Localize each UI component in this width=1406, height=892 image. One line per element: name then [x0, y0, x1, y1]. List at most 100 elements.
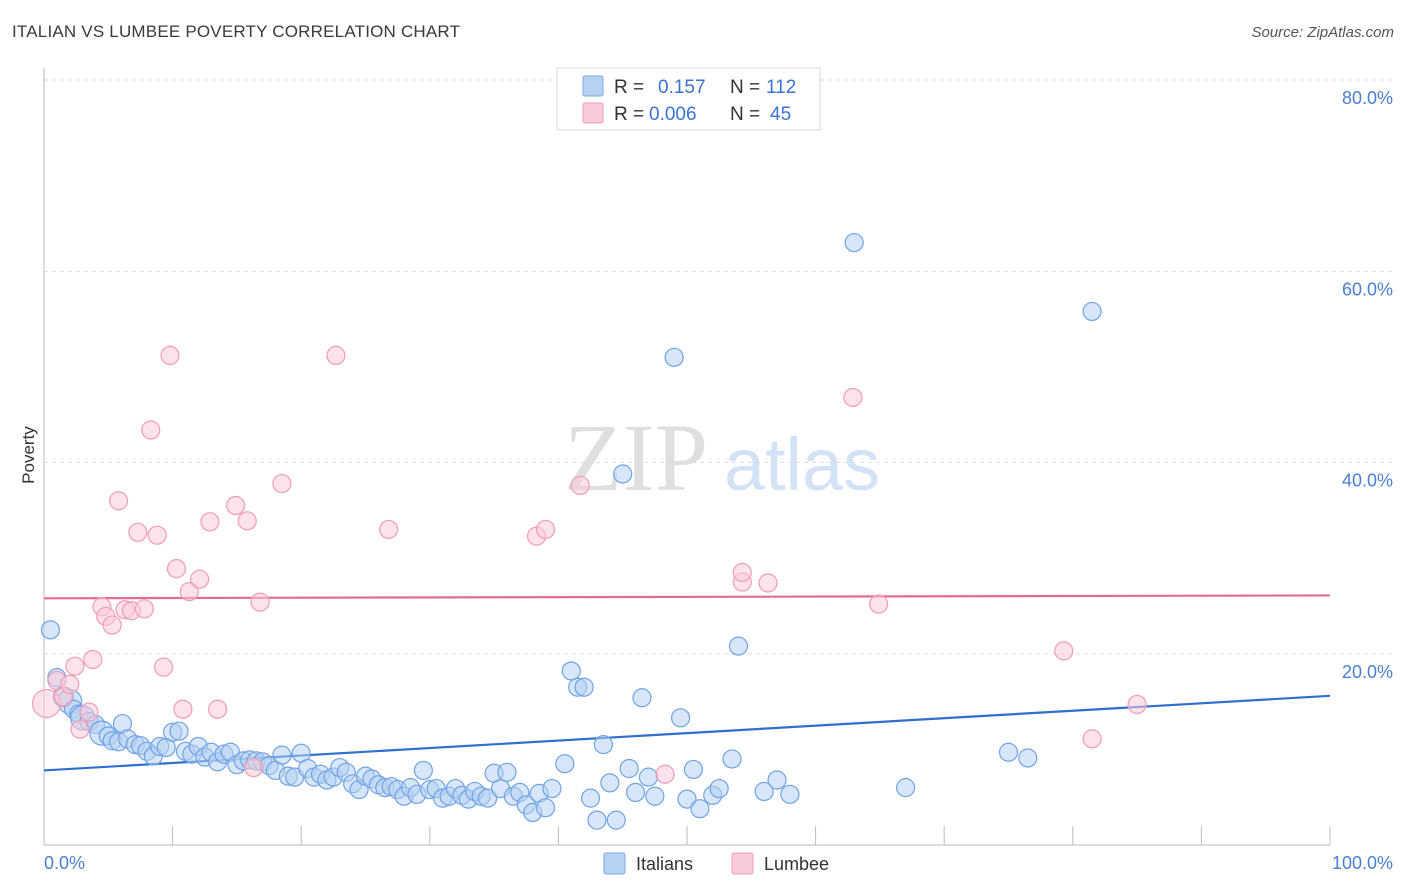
data-point-lumbee — [128, 522, 148, 542]
data-point-lumbee — [208, 699, 228, 719]
data-point-lumbee — [83, 649, 103, 670]
data-point-lumbee — [200, 512, 220, 532]
y-tick-labels: 20.0% 40.0% 60.0% 80.0% — [1342, 88, 1393, 682]
data-point-italians — [587, 810, 607, 830]
data-point-lumbee — [179, 581, 199, 602]
data-point-italians — [606, 810, 626, 830]
data-point-lumbee — [655, 764, 675, 784]
legend-swatch-lumbee — [582, 102, 604, 124]
data-point-italians — [613, 464, 633, 484]
data-point-lumbee — [65, 656, 85, 676]
watermark-zip: ZIP — [564, 404, 708, 511]
legend-n-label-italians: N = — [730, 77, 760, 98]
data-point-lumbee — [570, 475, 590, 496]
data-point-lumbee — [147, 525, 167, 545]
data-point-italians — [998, 742, 1019, 762]
legend-n-value-italians: 112 — [766, 77, 796, 98]
data-point-lumbee — [244, 757, 264, 778]
legend: R = 0.157 N = 112 R = 0.006 N = 45 — [556, 67, 821, 131]
y-tick-label: 60.0% — [1342, 279, 1393, 299]
data-point-italians — [1082, 301, 1102, 322]
bottom-legend-label-italians: Italians — [636, 854, 693, 874]
data-point-italians — [535, 798, 556, 818]
data-point-italians — [722, 749, 742, 769]
data-point-lumbee — [70, 719, 90, 739]
data-point-lumbee — [1127, 694, 1147, 715]
data-point-italians — [690, 799, 710, 819]
data-point-lumbee — [237, 511, 257, 531]
legend-r-value-italians: 0.157 — [658, 77, 706, 98]
legend-n-label-lumbee: N = — [730, 104, 760, 125]
data-point-italians — [478, 788, 498, 808]
data-point-lumbee — [758, 573, 778, 593]
data-point-lumbee — [160, 345, 180, 365]
data-point-lumbee — [843, 387, 863, 408]
data-point-italians — [593, 734, 614, 755]
data-point-lumbee — [869, 594, 889, 614]
data-point-italians — [600, 773, 620, 793]
data-point-lumbee — [153, 657, 174, 677]
bottom-legend: Italians Lumbee — [603, 852, 829, 875]
data-point-italians — [780, 784, 800, 804]
y-tick-label: 40.0% — [1342, 471, 1393, 491]
bottom-legend-label-lumbee: Lumbee — [764, 854, 829, 874]
legend-r-label-lumbee: R = — [614, 104, 644, 125]
data-point-italians — [767, 770, 787, 790]
data-point-italians — [677, 789, 697, 809]
data-point-lumbee — [102, 615, 122, 635]
data-point-lumbee — [141, 420, 161, 440]
data-point-italians — [555, 754, 575, 774]
data-point-lumbee — [166, 559, 187, 579]
data-point-italians — [561, 661, 581, 681]
data-point-italians — [625, 782, 646, 803]
data-points — [31, 232, 1147, 830]
data-point-italians — [619, 758, 639, 779]
data-point-italians — [413, 760, 433, 781]
y-tick-label: 80.0% — [1342, 88, 1393, 108]
data-point-italians — [664, 347, 684, 367]
data-point-italians — [728, 636, 749, 656]
data-point-lumbee — [226, 495, 246, 516]
data-point-lumbee — [1054, 641, 1074, 661]
data-point-lumbee — [190, 569, 210, 589]
data-point-italians — [580, 788, 601, 808]
data-point-italians — [169, 721, 189, 741]
bottom-legend-swatch-italians — [603, 852, 626, 875]
chart-title: ITALIAN VS LUMBEE POVERTY CORRELATION CH… — [12, 22, 461, 41]
data-point-lumbee — [134, 599, 154, 619]
data-point-italians — [645, 786, 665, 806]
legend-r-label-italians: R = — [614, 77, 644, 98]
y-axis-title: Poverty — [19, 426, 38, 484]
data-point-lumbee — [732, 562, 752, 583]
legend-swatch-italians — [582, 75, 604, 97]
watermark-atlas: atlas — [724, 423, 880, 506]
legend-r-value-lumbee: 0.006 — [649, 104, 697, 125]
data-point-lumbee — [535, 519, 556, 540]
data-point-italians — [709, 778, 729, 799]
data-point-italians — [632, 688, 652, 708]
source-label: Source: ZipAtlas.com — [1251, 24, 1394, 41]
data-point-italians — [638, 767, 659, 787]
grid-lines — [44, 79, 1393, 655]
x-tick-label-max: 100.0% — [1332, 853, 1393, 873]
data-point-italians — [896, 778, 916, 798]
legend-n-value-lumbee: 45 — [770, 104, 791, 125]
x-tick-label-min: 0.0% — [44, 853, 85, 873]
data-point-lumbee — [79, 702, 99, 722]
data-point-lumbee — [272, 473, 292, 494]
trend-lines — [43, 594, 1331, 772]
data-point-lumbee — [60, 674, 80, 694]
data-point-italians — [542, 778, 562, 799]
data-point-lumbee — [326, 345, 346, 365]
data-point-lumbee — [173, 699, 193, 719]
data-point-italians — [1018, 748, 1038, 768]
data-point-italians — [670, 708, 691, 728]
data-point-italians — [754, 781, 774, 802]
data-point-italians — [272, 745, 292, 765]
data-point-italians — [40, 620, 61, 640]
trend-line-lumbee — [43, 594, 1331, 600]
data-point-lumbee — [379, 519, 399, 540]
data-point-lumbee — [108, 491, 129, 511]
data-point-italians — [497, 762, 517, 782]
